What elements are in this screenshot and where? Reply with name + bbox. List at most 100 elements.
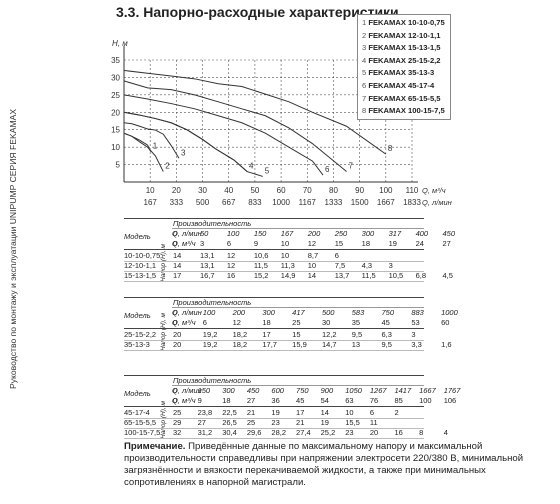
table-q-lmin-label: Q, л/мин — [172, 229, 202, 238]
note-label: Примечание. — [124, 441, 186, 452]
table-cell: 6,8 — [415, 271, 426, 280]
legend-item-number: 7 — [362, 93, 369, 103]
table-cell: 12,2 — [321, 330, 337, 339]
table-rule — [124, 406, 424, 407]
table-cell: 3,3 — [411, 340, 422, 349]
x-tick-label-m3h: 50 — [250, 186, 259, 195]
x-tick-label-lmin: 1500 — [351, 198, 369, 207]
table-q-lmin-value: 1000 — [441, 308, 458, 317]
table-q-m3h-value: 0 — [173, 318, 178, 327]
table-q-m3h-value: 0 — [173, 396, 178, 405]
table-cell: 14 — [307, 271, 317, 280]
x-tick-label-lmin: 667 — [222, 198, 236, 207]
table-cell: 23,8 — [197, 408, 213, 417]
table-cell: 15 — [292, 330, 301, 339]
table-row-model: 15-13-1,5 — [124, 271, 157, 280]
table-q-m3h-label: Q, м³/ч — [172, 396, 196, 405]
table-cell: 23 — [345, 428, 354, 437]
table-cell: 23 — [271, 418, 280, 427]
section-title: 3.3. Напорно-расходные характеристики — [116, 4, 399, 20]
table-cell: 3 — [411, 330, 416, 339]
table-cell: 11,3 — [280, 261, 295, 270]
table-q-lmin-value: 600 — [271, 386, 284, 395]
table-row-model: 100-15-7,5 — [124, 428, 161, 437]
legend-item-name: FEKAMAX 10-10-0,75 — [368, 18, 445, 27]
table-cell: 8 — [419, 428, 424, 437]
table-cell: 29 — [173, 418, 182, 427]
table-q-m3h-value: 18 — [222, 396, 231, 405]
table-cell: 11 — [369, 418, 378, 427]
table-q-lmin-value: 317 — [388, 229, 402, 238]
table-model-label: Модель — [124, 232, 151, 241]
table-q-lmin-value: 100 — [202, 308, 216, 317]
table-rule — [172, 307, 424, 308]
table-q-m3h-value: 12 — [307, 239, 317, 248]
curve-label-4: 4 — [249, 162, 254, 171]
table-q-lmin-value: 450 — [442, 229, 456, 238]
table-cell: 20 — [173, 330, 182, 339]
table-q-lmin-value: 750 — [381, 308, 395, 317]
table-model-label: Модель — [124, 389, 151, 398]
table-head-row-label: Напор (Н), м — [160, 313, 167, 351]
table-rule — [124, 249, 424, 250]
curve-7 — [123, 80, 347, 172]
table-cell: 6 — [334, 251, 339, 260]
table-rule — [124, 350, 424, 351]
curve-8 — [123, 69, 387, 155]
table-cell: 27 — [197, 418, 206, 427]
table-cell: 16 — [394, 428, 403, 437]
curve-label-8: 8 — [388, 144, 393, 153]
legend-item-name: FEKAMAX 15-13-1,5 — [368, 43, 441, 53]
table-q-lmin-value: 100 — [226, 229, 240, 238]
legend-item: 7 FEKAMAX 65-15-5,5 — [362, 94, 441, 103]
legend-item-name: FEKAMAX 45-17-4 — [368, 81, 435, 90]
table-q-m3h-value: 53 — [411, 318, 420, 327]
y-tick-label: 35 — [111, 56, 120, 65]
table-rule — [172, 385, 424, 386]
table-q-m3h-value: 35 — [351, 318, 361, 327]
x-tick-label-m3h: 10 — [146, 186, 155, 195]
table-cell: 10 — [345, 408, 354, 417]
table-q-m3h-value: 19 — [388, 239, 397, 248]
table-cell: 25 — [173, 408, 182, 417]
table-rule — [124, 271, 424, 272]
table-q-m3h-value: 30 — [321, 318, 331, 327]
x-tick-label-m3h: 60 — [277, 186, 286, 195]
table-q-lmin-value: 300 — [262, 308, 275, 317]
curve-3 — [123, 122, 180, 159]
table-q-lmin-value: 1050 — [345, 386, 362, 395]
table-q-m3h-value: 54 — [320, 396, 329, 405]
table-q-m3h-value: 45 — [296, 396, 305, 405]
table-cell: 17 — [262, 330, 271, 339]
table-q-m3h-value: 18 — [361, 239, 370, 248]
table-q-lmin-value: 0 — [173, 229, 178, 238]
table-q-m3h-value: 12 — [232, 318, 241, 327]
table-cell: 6,3 — [381, 330, 392, 339]
y-tick-label: 10 — [111, 143, 120, 152]
table-row-model: 25-15-2,2 — [124, 330, 157, 339]
legend-item: 4 FEKAMAX 25-15-2,2 — [362, 56, 441, 65]
table-cell: 16 — [226, 271, 236, 280]
table-q-m3h-value: 27 — [442, 239, 451, 248]
table-q-lmin-value: 417 — [292, 308, 305, 317]
table-cell: 6 — [369, 408, 375, 417]
table-cell: 9,5 — [351, 330, 363, 339]
table-rule — [124, 218, 424, 219]
y-tick-label: 5 — [116, 161, 121, 170]
table-cell: 10,5 — [388, 271, 404, 280]
curve-label-7: 7 — [349, 162, 354, 171]
table-cell: 19 — [320, 418, 329, 427]
table-q-lmin-value: 1767 — [443, 386, 461, 395]
table-cell: 19,2 — [202, 330, 218, 339]
table-rule — [172, 228, 424, 229]
legend-item: 6 FEKAMAX 45-17-4 — [362, 81, 434, 90]
table-model-label: Модель — [124, 311, 151, 320]
table-q-lmin-value: 300 — [361, 229, 375, 238]
table-cell: 18,2 — [232, 330, 248, 339]
x-tick-label-m3h: 110 — [406, 186, 419, 195]
x-tick-label-lmin: 1667 — [377, 198, 395, 207]
table-q-m3h-value: 76 — [369, 396, 379, 405]
legend-item-name: FEKAMAX 25-15-2,2 — [368, 55, 441, 65]
table-q-m3h-value: 24 — [415, 239, 424, 248]
table-cell: 10,6 — [253, 251, 269, 260]
